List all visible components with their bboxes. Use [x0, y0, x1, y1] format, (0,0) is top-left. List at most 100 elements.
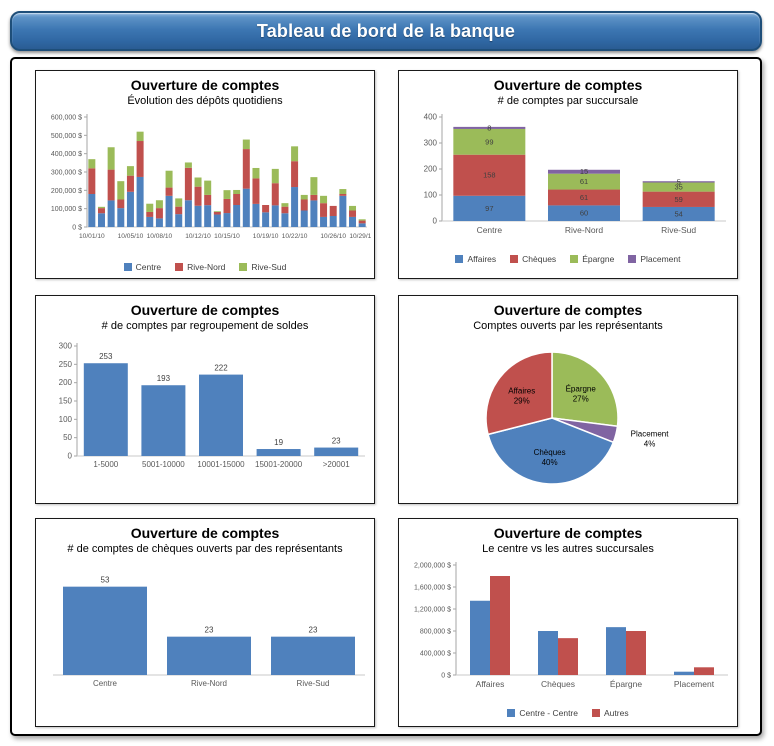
chart-panel-centre-vs-others: Ouverture de comptes Le centre vs les au…	[398, 518, 738, 727]
x-category-label: Affaires	[476, 679, 505, 689]
bar-segment-Centre	[194, 205, 202, 227]
bar-segment-Rive-Sud	[126, 166, 134, 176]
data-label: 23	[205, 626, 214, 635]
grouped-bar-chart-centre-vs-others: 0 $ 400,000 $ 800,000 $ 1,200,000 $ 1,600,00…	[402, 557, 734, 706]
bar-segment-Rive-Sud	[358, 219, 366, 221]
y-tick-label: 100,000 $	[51, 206, 82, 213]
bar-segment-Centre	[165, 195, 173, 227]
bar-segment-Rive-Sud	[204, 180, 212, 195]
bar-segment-Rive-Nord	[88, 168, 96, 194]
legend-label: Centre	[135, 261, 162, 272]
slice-label-name: Placement	[631, 429, 670, 438]
bar-Centre	[63, 586, 147, 675]
bar-segment-Rive-Sud	[184, 162, 192, 168]
chart-svg: 0 $ 400,000 $ 800,000 $ 1,200,000 $ 1,600,00…	[414, 562, 728, 689]
pie-slice-Chèques	[487, 417, 615, 485]
bar-segment-Rive-Nord	[194, 186, 202, 206]
chart-legend: Centre Rive-Nord Rive-Sud	[36, 260, 374, 273]
bar-segment-Centre	[329, 216, 337, 227]
y-tick-label: 300	[424, 139, 438, 148]
y-tick-label: 1,200,000 $	[414, 607, 451, 614]
legend-swatch	[507, 708, 516, 717]
bar-segment-Centre	[349, 216, 357, 227]
bar-Autres	[694, 667, 714, 675]
bar-segment-Rive-Nord	[271, 183, 279, 206]
chart-subtitle: # de comptes par succursale	[497, 95, 639, 107]
bar-segment-Chèques	[453, 154, 526, 196]
bar-segment-Centre	[252, 203, 260, 227]
legend-item-Rive-Sud: Rive-Sud	[239, 262, 286, 272]
bar-segment-Rive-Nord	[310, 194, 318, 201]
bar-segment-Rive-Nord	[155, 208, 163, 219]
legend-label: Rive-Sud	[251, 261, 287, 272]
x-tick-label: 10/08/10	[147, 233, 173, 240]
chart-svg: 53 Centre 23 Rive-Nord 23 Rive-Sud	[53, 576, 365, 688]
bar-segment-Chèques	[548, 189, 620, 206]
bar-segment-Rive-Nord	[233, 194, 241, 205]
bar-segment-Rive-Nord	[117, 199, 125, 209]
data-label: 23	[309, 626, 318, 635]
bar-segment-Centre	[262, 212, 270, 227]
bar-segment-Épargne	[642, 182, 715, 192]
segment-label: 61	[580, 177, 588, 186]
slice-label-pct: 29%	[514, 397, 530, 406]
bar-segment-Rive-Nord	[204, 194, 212, 206]
bar-segment-Centre	[88, 194, 96, 227]
y-tick-label: 300	[59, 342, 73, 351]
bar-segment-Rive-Nord	[213, 211, 221, 215]
legend-item-Centre: Centre	[123, 261, 162, 272]
legend-label: Placement	[640, 253, 681, 264]
legend-item-Affaires: Affaires	[455, 254, 496, 264]
bar-segment-Rive-Sud	[165, 170, 173, 188]
bar-segment-Rive-Sud	[281, 203, 289, 207]
bar-segment-Placement	[548, 169, 620, 174]
bar-segment-Rive-Nord	[175, 206, 183, 215]
y-tick-label: 2,000,000 $	[414, 563, 451, 570]
slice-label-name: Chèques	[534, 448, 566, 457]
chart-legend: Affaires Chèques Épargne Placement	[399, 252, 737, 265]
y-tick-label: 200,000 $	[51, 188, 82, 195]
chart-subtitle: Le centre vs les autres succursales	[482, 543, 654, 555]
x-category-label: Placement	[674, 679, 715, 689]
chart-subtitle: Évolution des dépôts quotidiens	[127, 95, 283, 107]
bar-Centre - Centre	[470, 600, 490, 675]
y-tick-label: 300,000 $	[51, 170, 82, 177]
y-tick-label: 500,000 $	[51, 133, 82, 140]
slice-label-name: Affaires	[508, 387, 535, 396]
x-category-label: 15001-20000	[255, 460, 303, 469]
chart-title: Ouverture de comptes	[130, 302, 280, 318]
bar-segment-Rive-Nord	[165, 187, 173, 196]
bar-segment-Rive-Nord	[223, 198, 231, 214]
chart-svg: 0 $ 100,000 $ 200,000 $ 300,000 $ 400,000 $ 5…	[51, 114, 375, 240]
legend-item-Rive-Nord: Rive-Nord	[175, 262, 225, 272]
bar-Centre - Centre	[538, 631, 558, 675]
segment-label: 158	[483, 171, 496, 180]
legend-item-Placement: Placement	[628, 253, 681, 264]
y-tick-label: 0 $	[72, 225, 82, 232]
bar-segment-Centre	[291, 187, 299, 227]
chart-panel-daily-deposits: Ouverture de comptes Évolution des dépôt…	[35, 70, 375, 279]
bar-segment-Rive-Sud	[155, 200, 163, 209]
chart-panel-cheque-accounts-by-rep: Ouverture de comptes # de comptes de chè…	[35, 518, 375, 727]
y-tick-label: 400,000 $	[420, 651, 451, 658]
x-category-label: >20001	[323, 460, 350, 469]
bar-segment-Centre	[300, 210, 308, 227]
x-tick-label: 10/12/10	[185, 233, 211, 240]
bar-segment-Centre	[146, 216, 154, 227]
x-category-label: 10001-15000	[197, 460, 245, 469]
chart-panel-accounts-by-rep-pie: Ouverture de comptes Comptes ouverts par…	[398, 295, 738, 504]
bar-segment-Rive-Nord	[107, 169, 115, 201]
dashboard-container: Ouverture de comptes Évolution des dépôt…	[10, 57, 762, 736]
chart-svg: 010020030040097158998Centre60616115Rive-…	[424, 113, 726, 235]
bar-segment-Centre	[204, 205, 212, 227]
bar-segment-Rive-Sud	[107, 147, 115, 170]
legend-swatch	[239, 262, 248, 271]
bar-segment-Rive-Nord	[358, 220, 366, 224]
bar-segment-Rive-Nord	[252, 178, 260, 204]
bar-segment-Rive-Nord	[136, 141, 144, 177]
bar-segment-Rive-Nord	[329, 205, 337, 216]
x-category-label: Centre	[477, 225, 503, 235]
bar-segment-Centre	[136, 176, 144, 227]
x-category-label: Épargne	[610, 679, 642, 689]
